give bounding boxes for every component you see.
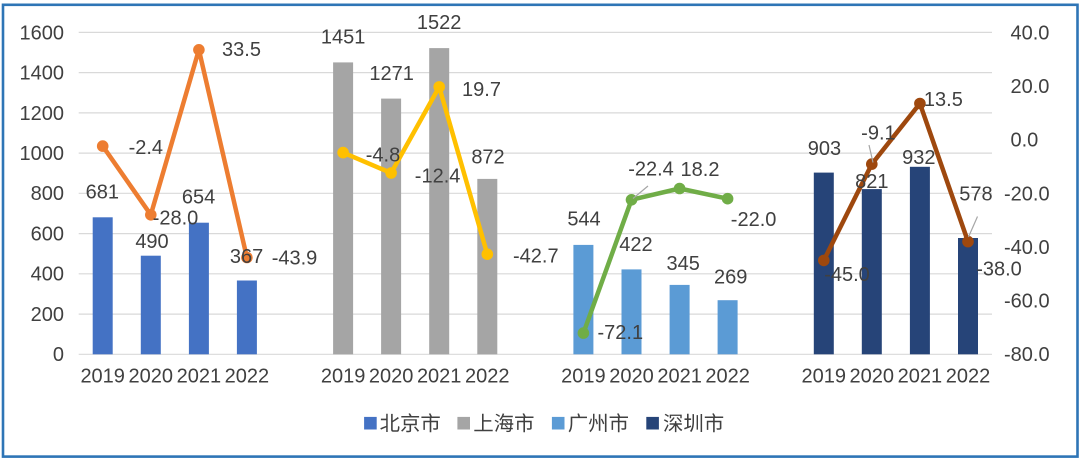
svg-text:2022: 2022: [946, 365, 991, 387]
svg-text:13.5: 13.5: [924, 89, 963, 111]
svg-text:872: 872: [471, 146, 504, 168]
svg-text:2021: 2021: [177, 365, 222, 387]
svg-text:578: 578: [959, 183, 992, 205]
svg-text:345: 345: [667, 253, 700, 275]
svg-text:1000: 1000: [20, 143, 65, 165]
svg-text:1200: 1200: [20, 103, 65, 125]
svg-text:19.7: 19.7: [462, 79, 501, 101]
svg-text:544: 544: [567, 208, 600, 230]
svg-text:-42.7: -42.7: [513, 245, 559, 267]
svg-text:2022: 2022: [225, 365, 270, 387]
svg-text:-22.0: -22.0: [731, 209, 777, 231]
svg-text:-12.4: -12.4: [415, 165, 461, 187]
svg-text:-40.0: -40.0: [1004, 237, 1050, 259]
svg-text:1271: 1271: [369, 63, 414, 85]
svg-text:2022: 2022: [465, 365, 510, 387]
svg-text:-60.0: -60.0: [1004, 291, 1050, 313]
svg-text:654: 654: [182, 186, 215, 208]
svg-text:1522: 1522: [417, 12, 462, 34]
svg-text:600: 600: [31, 224, 64, 246]
svg-text:903: 903: [808, 138, 841, 160]
svg-text:-2.4: -2.4: [129, 137, 163, 159]
svg-text:269: 269: [714, 266, 747, 288]
svg-text:-28.0: -28.0: [153, 208, 199, 230]
svg-text:2019: 2019: [321, 365, 366, 387]
svg-text:2020: 2020: [850, 365, 895, 387]
svg-text:-22.4: -22.4: [628, 158, 674, 180]
svg-text:2021: 2021: [898, 365, 943, 387]
svg-text:1400: 1400: [20, 63, 65, 85]
svg-text:2019: 2019: [80, 365, 125, 387]
svg-text:2020: 2020: [129, 365, 174, 387]
svg-text:-43.9: -43.9: [272, 247, 318, 269]
svg-text:367: 367: [230, 246, 263, 268]
svg-text:422: 422: [619, 234, 652, 256]
svg-text:-45.0: -45.0: [824, 264, 870, 286]
svg-text:-80.0: -80.0: [1004, 344, 1050, 366]
svg-text:400: 400: [31, 264, 64, 286]
svg-text:-72.1: -72.1: [598, 322, 644, 344]
svg-text:-4.8: -4.8: [366, 145, 400, 167]
svg-text:0.0: 0.0: [1011, 130, 1039, 152]
svg-text:2019: 2019: [561, 365, 606, 387]
svg-text:2021: 2021: [657, 365, 702, 387]
svg-text:-9.1: -9.1: [861, 122, 895, 144]
svg-text:40.0: 40.0: [1011, 22, 1050, 44]
svg-text:1451: 1451: [321, 27, 366, 49]
svg-text:18.2: 18.2: [681, 159, 720, 181]
svg-text:0: 0: [53, 344, 64, 366]
svg-text:33.5: 33.5: [222, 39, 261, 61]
svg-text:2022: 2022: [705, 365, 750, 387]
svg-text:2020: 2020: [609, 365, 654, 387]
svg-text:1600: 1600: [20, 22, 65, 44]
svg-text:2020: 2020: [369, 365, 414, 387]
svg-text:2019: 2019: [802, 365, 847, 387]
svg-text:821: 821: [855, 171, 888, 193]
svg-text:490: 490: [135, 231, 168, 253]
svg-text:-20.0: -20.0: [1004, 183, 1050, 205]
svg-text:200: 200: [31, 304, 64, 326]
svg-text:20.0: 20.0: [1011, 76, 1050, 98]
svg-text:932: 932: [902, 147, 935, 169]
svg-text:2021: 2021: [417, 365, 462, 387]
svg-text:-38.0: -38.0: [976, 258, 1022, 280]
svg-text:681: 681: [86, 181, 119, 203]
svg-text:800: 800: [31, 183, 64, 205]
